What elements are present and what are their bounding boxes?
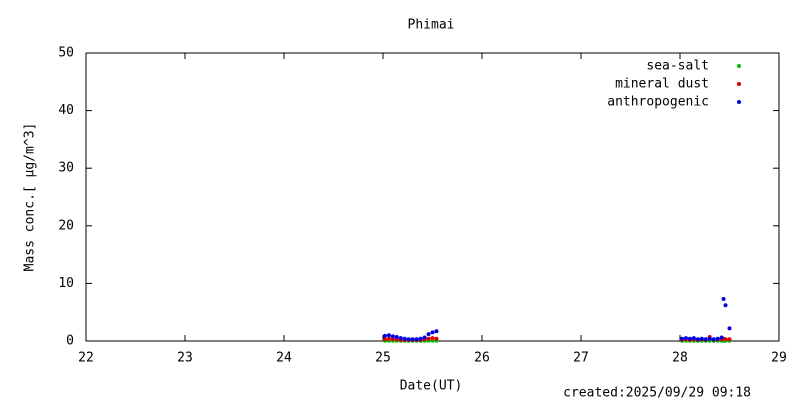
legend-marker: [737, 64, 741, 68]
legend-marker: [737, 82, 741, 86]
data-point: [410, 337, 415, 342]
data-point: [715, 336, 720, 341]
data-point: [434, 329, 439, 334]
data-point: [426, 332, 431, 337]
data-point: [406, 337, 411, 342]
x-tick-label: 27: [573, 351, 589, 366]
y-tick-label: 0: [66, 334, 74, 349]
data-point: [721, 296, 726, 301]
legend-label: anthropogenic: [607, 95, 709, 110]
data-point: [703, 337, 708, 342]
data-point: [382, 337, 387, 342]
data-point: [683, 336, 688, 341]
data-point: [687, 336, 692, 341]
x-axis-label: Date(UT): [400, 379, 463, 394]
x-tick-label: 22: [78, 351, 94, 366]
x-tick-label: 28: [672, 351, 688, 366]
data-point: [418, 336, 423, 341]
x-tick-label: 26: [474, 351, 490, 366]
data-point: [430, 330, 435, 335]
data-point: [699, 336, 704, 341]
data-point: [695, 337, 700, 342]
data-point: [390, 337, 395, 342]
y-tick-label: 30: [58, 161, 74, 176]
data-point: [414, 337, 419, 342]
data-point: [679, 336, 684, 341]
data-point: [434, 336, 439, 341]
data-point: [711, 337, 716, 342]
x-tick-label: 23: [177, 351, 193, 366]
y-tick-label: 10: [58, 276, 74, 291]
legend-label: mineral dust: [615, 77, 709, 92]
data-point: [394, 334, 399, 339]
x-tick-label: 25: [375, 351, 391, 366]
y-tick-label: 40: [58, 103, 74, 118]
footer: created:2025/09/29 09:18: [563, 386, 751, 400]
data-point: [430, 336, 435, 341]
data-point: [727, 337, 732, 342]
data-point: [398, 336, 403, 341]
data-point: [386, 336, 391, 341]
chart-title: Phimai: [408, 18, 455, 33]
data-point: [723, 303, 728, 308]
data-point: [386, 333, 391, 338]
data-point: [402, 336, 407, 341]
legend-label: sea-salt: [646, 59, 709, 74]
data-point: [382, 333, 387, 338]
y-tick-label: 20: [58, 218, 74, 233]
data-point: [390, 334, 395, 339]
data-point: [727, 326, 732, 331]
x-tick-label: 29: [771, 351, 787, 366]
x-tick-label: 24: [276, 351, 292, 366]
data-point: [422, 335, 427, 340]
data-point: [691, 336, 696, 341]
y-tick-label: 50: [58, 46, 74, 61]
y-axis-label: Mass conc.[ μg/m^3]: [23, 123, 38, 272]
legend-marker: [737, 100, 741, 104]
data-point: [719, 335, 724, 340]
data-point: [426, 336, 431, 341]
data-point: [723, 337, 728, 342]
data-point: [707, 336, 712, 341]
